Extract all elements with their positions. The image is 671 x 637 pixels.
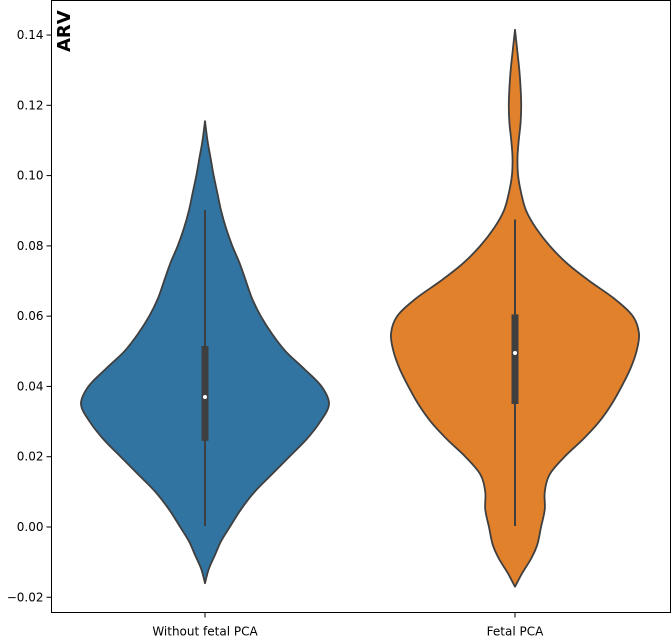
y-tick-label: 0.14 [17, 28, 44, 42]
x-axis: Without fetal PCA Fetal PCA [152, 612, 544, 637]
y-tick-label: 0.02 [17, 450, 44, 464]
y-tick-label: 0.08 [17, 239, 44, 253]
violins-layer [80, 28, 641, 588]
y-tick-label: 0.12 [17, 98, 44, 112]
iqr-box [201, 346, 209, 441]
y-tick-label: 0.00 [17, 520, 44, 534]
y-tick-label: −0.02 [7, 590, 44, 604]
iqr-box [511, 314, 519, 405]
y-tick-label: 0.04 [17, 379, 44, 393]
y-tick-label: 0.10 [17, 169, 44, 183]
panel-title: ARV [54, 10, 75, 52]
x-tick-label: Without fetal PCA [152, 625, 258, 637]
y-tick-label: 0.06 [17, 309, 44, 323]
inner-box-layer [201, 210, 519, 526]
y-axis: −0.02 0.00 0.02 0.04 0.06 0.08 0.10 0.12 0.14 [7, 28, 52, 604]
median-marker [203, 394, 207, 399]
median-marker [513, 351, 517, 356]
x-tick-label: Fetal PCA [487, 625, 544, 637]
